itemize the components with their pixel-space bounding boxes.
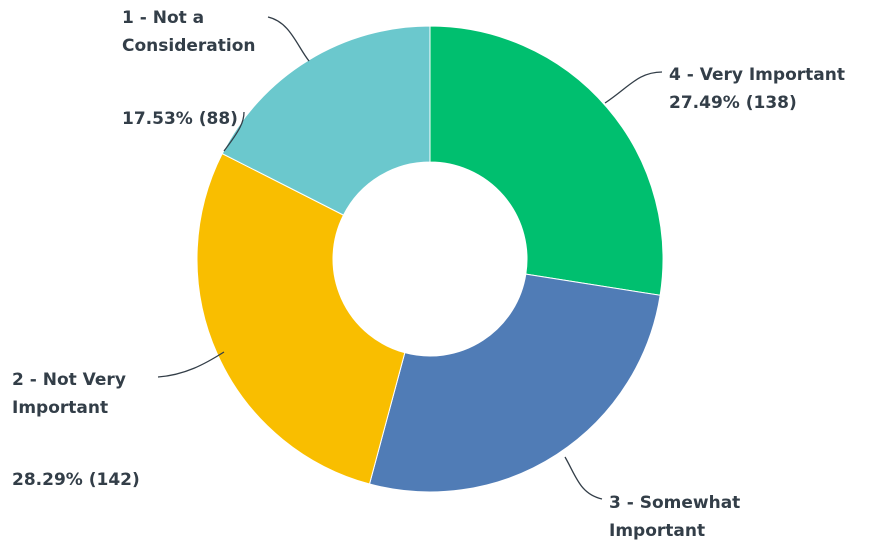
label-not-very-important-name-2: Important	[12, 398, 109, 418]
label-not-very-important-value-text: 28.29% (142)	[12, 470, 140, 490]
leader-line-not-very-important	[157, 351, 225, 378]
leader-line-somewhat-important	[564, 456, 603, 500]
label-not-very-important-name: 2 - Not Very	[12, 370, 126, 390]
label-very-important-value: 27.49% (138)	[669, 93, 797, 113]
label-not-very-important-value: 28.29% (142)	[12, 466, 140, 494]
label-not-very-important: 2 - Not Very Important	[12, 366, 126, 422]
label-somewhat-important: 3 - Somewhat Important	[609, 489, 740, 545]
label-not-consideration-value: 17.53% (88)	[122, 105, 238, 133]
leader-line-very-important	[604, 71, 663, 104]
leader-lines	[157, 16, 663, 500]
label-very-important: 4 - Very Important 27.49% (138)	[669, 61, 845, 117]
label-somewhat-important-name-2: Important	[609, 521, 706, 541]
slice-not-consideration	[221, 25, 431, 216]
slice-not-very-important	[196, 152, 406, 485]
label-not-consideration: 1 - Not a Consideration	[122, 4, 256, 60]
leader-line-not-consideration-lower	[223, 111, 245, 152]
slice-very-important	[429, 25, 664, 296]
label-very-important-name: 4 - Very Important	[669, 65, 845, 85]
label-somewhat-important-name: 3 - Somewhat	[609, 493, 741, 513]
leader-line-not-consideration	[267, 16, 310, 62]
label-not-consideration-name: 1 - Not a	[122, 8, 205, 28]
label-not-consideration-value-text: 17.53% (88)	[122, 109, 238, 129]
slice-somewhat-important	[368, 273, 661, 493]
donut-slices	[196, 25, 664, 493]
label-not-consideration-name-2: Consideration	[122, 36, 256, 56]
